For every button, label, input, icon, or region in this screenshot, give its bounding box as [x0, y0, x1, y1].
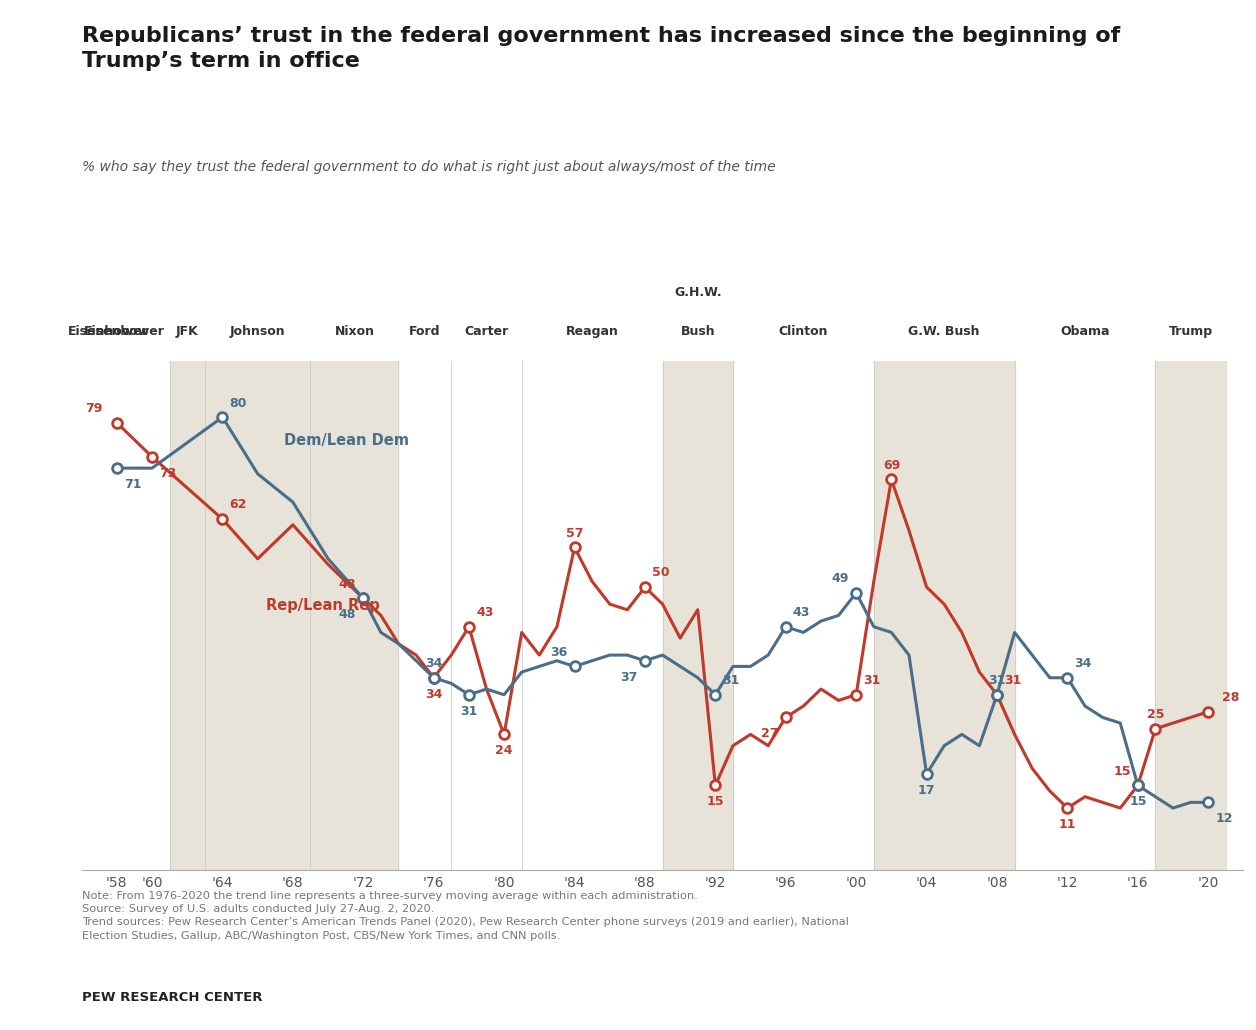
- Text: G.H.W.: G.H.W.: [674, 286, 721, 300]
- Text: 34: 34: [1074, 657, 1091, 671]
- Text: Dem/Lean Dem: Dem/Lean Dem: [284, 434, 409, 448]
- Text: 28: 28: [1222, 691, 1240, 705]
- Text: 34: 34: [425, 657, 442, 671]
- Text: 27: 27: [761, 727, 779, 741]
- Text: Rep/Lean Rep: Rep/Lean Rep: [266, 597, 381, 613]
- Text: 31: 31: [1004, 674, 1021, 687]
- Text: 69: 69: [883, 458, 901, 472]
- Text: Republicans’ trust in the federal government has increased since the beginning o: Republicans’ trust in the federal govern…: [82, 26, 1120, 70]
- Text: 49: 49: [831, 572, 849, 585]
- Text: G.W. Bush: G.W. Bush: [908, 324, 980, 338]
- Text: Reagan: Reagan: [565, 324, 618, 338]
- Text: 57: 57: [565, 526, 583, 540]
- Text: Eisenhower: Eisenhower: [68, 324, 148, 338]
- Text: 15: 15: [707, 795, 725, 809]
- Text: 50: 50: [652, 566, 669, 580]
- Text: Eisenhower: Eisenhower: [84, 324, 165, 338]
- Text: 31: 31: [460, 705, 477, 718]
- Text: Clinton: Clinton: [779, 324, 828, 338]
- Text: 24: 24: [495, 745, 512, 757]
- Text: 15: 15: [1129, 795, 1147, 809]
- Text: 11: 11: [1059, 818, 1076, 831]
- Bar: [310, 360, 398, 870]
- Bar: [1156, 360, 1226, 870]
- Text: Note: From 1976-2020 the trend line represents a three-survey moving average wit: Note: From 1976-2020 the trend line repr…: [82, 891, 849, 940]
- Text: 36: 36: [550, 646, 568, 659]
- Text: Johnson: Johnson: [230, 324, 285, 338]
- Text: 17: 17: [918, 784, 936, 797]
- Text: 31: 31: [988, 674, 1006, 687]
- Text: 15: 15: [1113, 764, 1130, 778]
- Text: JFK: JFK: [176, 324, 198, 338]
- Bar: [205, 360, 310, 870]
- Text: 31: 31: [722, 674, 740, 687]
- Text: 80: 80: [230, 397, 247, 410]
- Text: 25: 25: [1147, 708, 1164, 721]
- Text: 48: 48: [339, 609, 357, 621]
- Text: 73: 73: [160, 467, 177, 480]
- Text: PEW RESEARCH CENTER: PEW RESEARCH CENTER: [82, 991, 263, 1004]
- Text: Obama: Obama: [1060, 324, 1110, 338]
- Bar: [874, 360, 1015, 870]
- Text: 79: 79: [85, 402, 103, 415]
- Text: Carter: Carter: [465, 324, 509, 338]
- Text: 37: 37: [620, 671, 638, 684]
- Text: Nixon: Nixon: [334, 324, 374, 338]
- Text: 43: 43: [476, 606, 494, 619]
- Text: % who say they trust the federal government to do what is right just about alway: % who say they trust the federal governm…: [82, 160, 775, 174]
- Text: 48: 48: [339, 578, 357, 591]
- Text: 12: 12: [1216, 813, 1233, 825]
- Text: 34: 34: [425, 688, 442, 700]
- Text: 71: 71: [124, 478, 142, 491]
- Text: 62: 62: [230, 499, 247, 512]
- Text: Trump: Trump: [1168, 324, 1213, 338]
- Bar: [662, 360, 734, 870]
- Text: Ford: Ford: [409, 324, 441, 338]
- Text: 43: 43: [793, 606, 810, 619]
- Text: Bush: Bush: [681, 324, 715, 338]
- Text: 31: 31: [863, 674, 880, 687]
- Bar: [170, 360, 205, 870]
